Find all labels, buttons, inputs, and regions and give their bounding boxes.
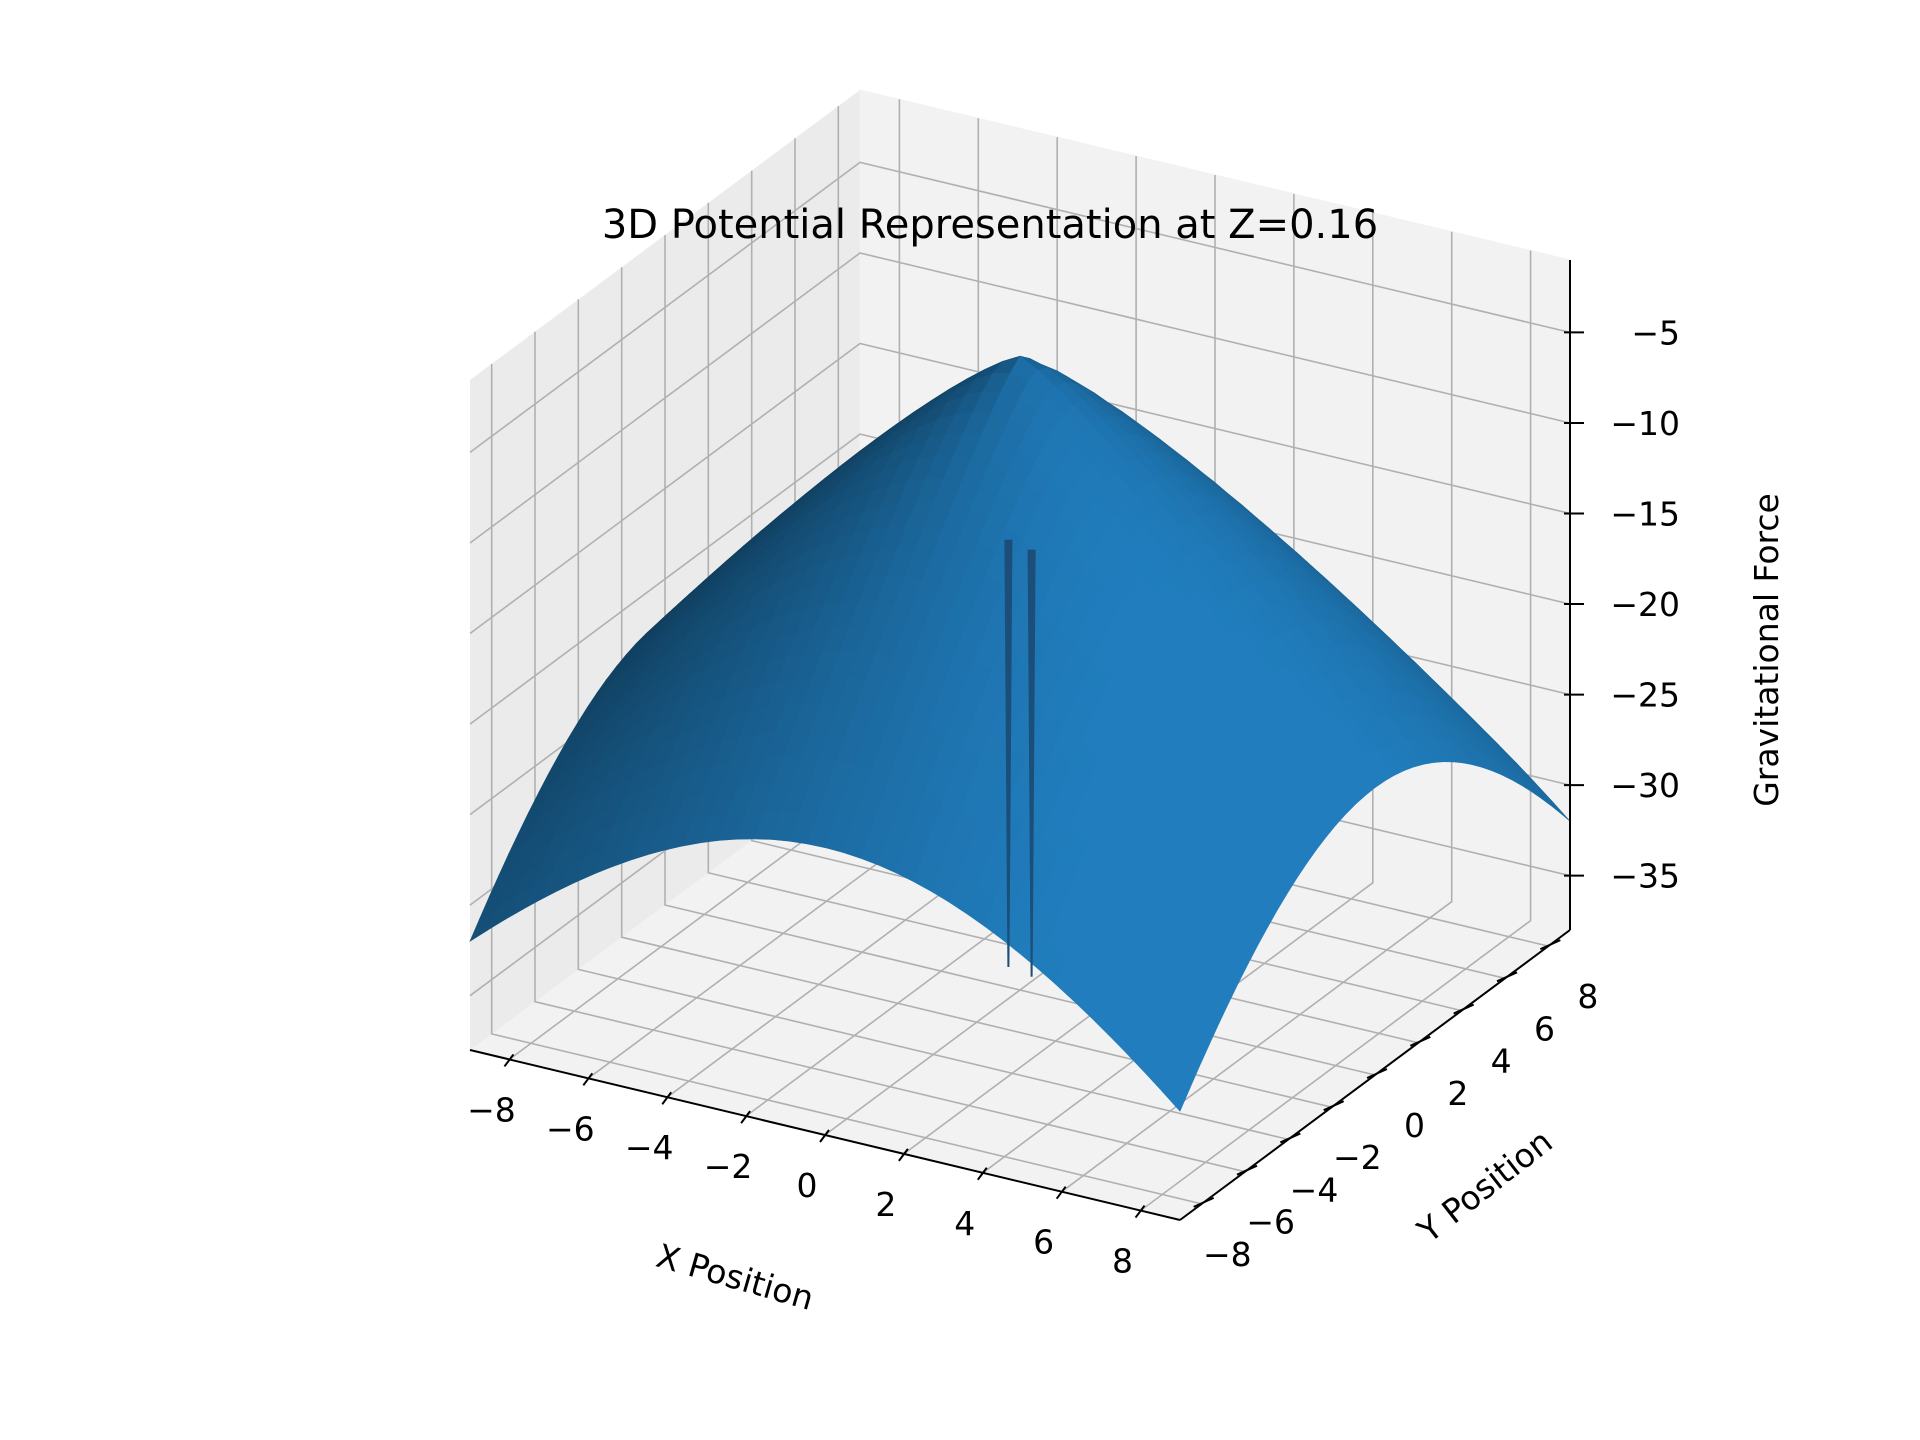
z-grid-line bbox=[469, 161, 1571, 454]
y-tick bbox=[1409, 1035, 1431, 1047]
y-grid-line bbox=[620, 267, 1332, 1108]
y-tick bbox=[1279, 1132, 1301, 1144]
x-grid-line bbox=[1140, 250, 1532, 1212]
x-tick-label: 0 bbox=[797, 1166, 818, 1205]
y-tick bbox=[1453, 1003, 1475, 1015]
x-tick bbox=[661, 1091, 673, 1105]
y-tick bbox=[1539, 939, 1561, 951]
z-ticks: −5 −10 −15 −20 −25 −30 −35 bbox=[1564, 313, 1680, 896]
x-tick bbox=[819, 1129, 830, 1143]
y-tick-label: 2 bbox=[1447, 1074, 1468, 1113]
z-grid-line bbox=[469, 342, 1571, 635]
potential-surface bbox=[469, 355, 1571, 1112]
x-tick bbox=[1134, 1204, 1146, 1219]
y-grid-line bbox=[490, 363, 1202, 1205]
x-grid-line bbox=[1061, 231, 1453, 1193]
x-tick bbox=[582, 1072, 594, 1086]
y-tick-label: 6 bbox=[1534, 1009, 1555, 1048]
x-tick-label: −8 bbox=[467, 1090, 516, 1129]
x-tick-label: 4 bbox=[954, 1204, 975, 1243]
y-axis-label: Y Position bbox=[1409, 1122, 1559, 1251]
x-tick bbox=[503, 1053, 515, 1068]
z-tick-label: −35 bbox=[1610, 857, 1680, 896]
x-tick bbox=[898, 1148, 909, 1162]
y-tick-label: −6 bbox=[1246, 1203, 1295, 1242]
z-tick-label: −30 bbox=[1610, 766, 1680, 805]
x-tick-label: −4 bbox=[625, 1128, 674, 1167]
z-grid-line bbox=[469, 252, 1571, 544]
z-tick-label: −10 bbox=[1610, 404, 1680, 443]
x-tick-label: −2 bbox=[704, 1147, 753, 1186]
chart-title: 3D Potential Representation at Z=0.16 bbox=[602, 202, 1378, 248]
surface-spike bbox=[1004, 539, 1013, 967]
z-grid-line bbox=[469, 433, 1571, 725]
y-tick bbox=[1193, 1196, 1215, 1208]
z-tick-label: −5 bbox=[1631, 313, 1680, 352]
y-tick-label: −8 bbox=[1203, 1235, 1252, 1274]
x-tick bbox=[740, 1110, 751, 1124]
y-tick-label: −2 bbox=[1333, 1138, 1382, 1177]
x-tick-label: 6 bbox=[1033, 1223, 1054, 1262]
y-tick bbox=[1236, 1164, 1258, 1176]
z-axis-label: Gravitational Force bbox=[1747, 493, 1786, 807]
y-tick bbox=[1366, 1068, 1388, 1079]
x-tick bbox=[976, 1167, 988, 1181]
surface-spike bbox=[1027, 549, 1036, 977]
x-tick-label: 8 bbox=[1112, 1242, 1133, 1281]
y-tick-label: −4 bbox=[1290, 1170, 1339, 1209]
x-tick bbox=[1055, 1186, 1067, 1200]
x-tick-label: −6 bbox=[546, 1109, 595, 1148]
x-grid-line bbox=[982, 212, 1374, 1174]
z-tick-label: −25 bbox=[1610, 676, 1680, 715]
y-tick-label: 8 bbox=[1577, 977, 1598, 1016]
y-tick bbox=[1323, 1100, 1345, 1112]
y-grid-line bbox=[577, 299, 1289, 1141]
x-ticks: −8 −6 −4 −2 0 2 4 6 8 bbox=[467, 1053, 1146, 1281]
x-axis-label: X Position bbox=[652, 1236, 818, 1318]
z-tick-label: −15 bbox=[1610, 495, 1680, 534]
y-tick-label: 0 bbox=[1404, 1106, 1425, 1145]
y-grid-line bbox=[534, 331, 1246, 1173]
x-tick-label: 2 bbox=[875, 1185, 896, 1224]
y-tick bbox=[1496, 971, 1518, 983]
z-tick-label: −20 bbox=[1610, 585, 1680, 624]
y-tick-label: 4 bbox=[1491, 1042, 1512, 1081]
surface-patch bbox=[1161, 1067, 1191, 1112]
